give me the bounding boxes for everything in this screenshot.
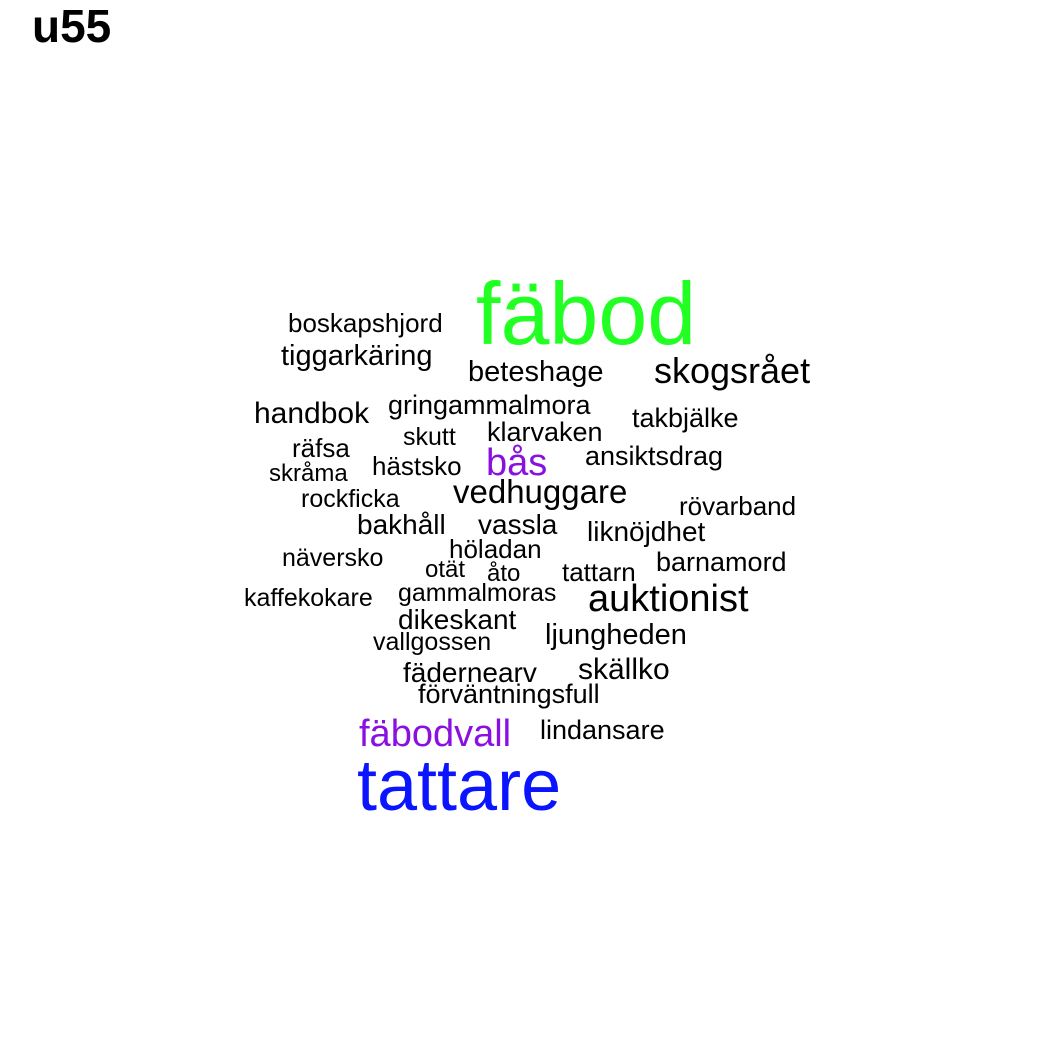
word-bakhall: bakhåll <box>357 509 446 540</box>
word-forvantningsfull: förväntningsfull <box>418 679 600 709</box>
word-vallgossen: vallgossen <box>373 628 492 656</box>
word-vassla: vassla <box>478 509 558 540</box>
word-ato: åto <box>487 560 521 587</box>
word-tiggarkaring: tiggarkäring <box>281 340 433 372</box>
word-rockficka: rockficka <box>301 485 400 513</box>
word-bas: bås <box>486 442 548 484</box>
word-skrama: skråma <box>269 460 348 487</box>
word-rafsa: räfsa <box>292 433 350 463</box>
word-ansiktsdrag: ansiktsdrag <box>585 441 724 471</box>
word-klarvaken: klarvaken <box>487 417 603 447</box>
word-lindansare: lindansare <box>540 715 665 745</box>
word-gammalmoras: gammalmoras <box>398 579 557 607</box>
word-vedhuggare: vedhuggare <box>453 473 628 510</box>
word-skogsraet: skogsrået <box>654 350 811 391</box>
word-skallko: skällko <box>578 653 670 686</box>
word-fabodvall: fäbodvall <box>359 713 512 755</box>
word-takbjalke: takbjälke <box>632 403 739 433</box>
word-fabod: fäbod <box>476 264 697 363</box>
word-tattarn: tattarn <box>562 557 636 587</box>
word-rovarband: rövarband <box>679 491 797 521</box>
word-boskapshjord: boskapshjord <box>288 308 443 338</box>
word-dikeskant: dikeskant <box>398 604 517 635</box>
word-ljungheden: ljungheden <box>545 619 687 651</box>
word-beteshage: beteshage <box>468 356 604 388</box>
word-fadernearv: fädernearv <box>403 657 537 688</box>
word-kaffekokare: kaffekokare <box>244 584 373 612</box>
page-title: u55 <box>32 0 112 52</box>
word-gringammalmora: gringammalmora <box>388 390 591 420</box>
word-auktionist: auktionist <box>588 578 749 620</box>
word-otat: otät <box>425 556 466 583</box>
word-handbok: handbok <box>254 397 370 430</box>
word-hastsko: hästsko <box>372 451 462 481</box>
word-barnamord: barnamord <box>656 547 787 577</box>
word-skutt: skutt <box>403 423 456 451</box>
word-liknojdhet: liknöjdhet <box>587 516 706 547</box>
word-naversko: näversko <box>282 544 384 572</box>
word-holadan: höladan <box>449 534 542 564</box>
word-tattare: tattare <box>357 746 562 826</box>
